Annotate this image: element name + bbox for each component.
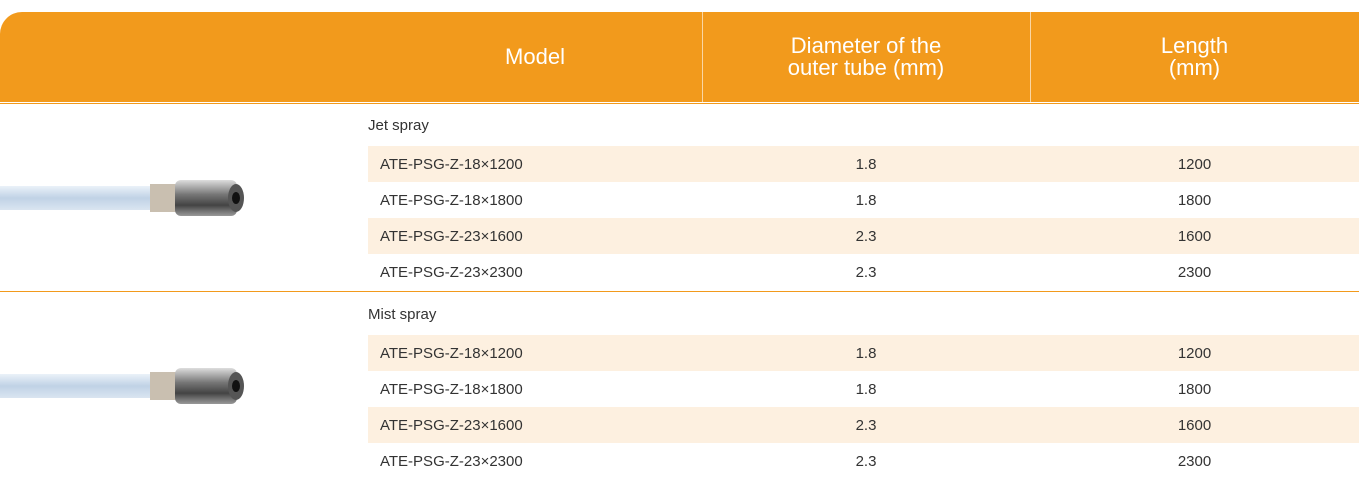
page: Model Diameter of the outer tube (mm) Le…	[0, 0, 1359, 484]
table-cell: 1200	[1030, 335, 1359, 371]
table-cell: 1.8	[702, 182, 1030, 218]
table-cell: 1.8	[702, 335, 1030, 371]
table-cell: ATE-PSG-Z-18×1200	[368, 146, 702, 182]
table-cell: 1200	[1030, 146, 1359, 182]
column-header: Model	[368, 12, 702, 102]
table-cell: 2300	[1030, 443, 1359, 479]
table-cell: ATE-PSG-Z-18×1800	[368, 182, 702, 218]
table-cell: 2.3	[702, 407, 1030, 443]
table-cell: 1600	[1030, 407, 1359, 443]
group-label: Mist spray	[368, 293, 768, 335]
table-cell: 2.3	[702, 254, 1030, 290]
group-label: Jet spray	[368, 104, 768, 146]
column-header: Length (mm)	[1030, 12, 1359, 102]
table-cell: ATE-PSG-Z-23×1600	[368, 407, 702, 443]
table-cell: ATE-PSG-Z-18×1200	[368, 335, 702, 371]
product-image	[0, 360, 250, 412]
table-cell: ATE-PSG-Z-23×1600	[368, 218, 702, 254]
column-header: Diameter of the outer tube (mm)	[702, 12, 1030, 102]
group-rule	[0, 291, 1359, 292]
table-cell: ATE-PSG-Z-23×2300	[368, 254, 702, 290]
table-cell: ATE-PSG-Z-18×1800	[368, 371, 702, 407]
table-cell: 2.3	[702, 443, 1030, 479]
table-cell: 1800	[1030, 371, 1359, 407]
product-image	[0, 172, 250, 224]
table-cell: 1.8	[702, 371, 1030, 407]
table-cell: 1800	[1030, 182, 1359, 218]
table-cell: 1.8	[702, 146, 1030, 182]
table-cell: ATE-PSG-Z-23×2300	[368, 443, 702, 479]
table-cell: 2300	[1030, 254, 1359, 290]
table-cell: 2.3	[702, 218, 1030, 254]
table-cell: 1600	[1030, 218, 1359, 254]
